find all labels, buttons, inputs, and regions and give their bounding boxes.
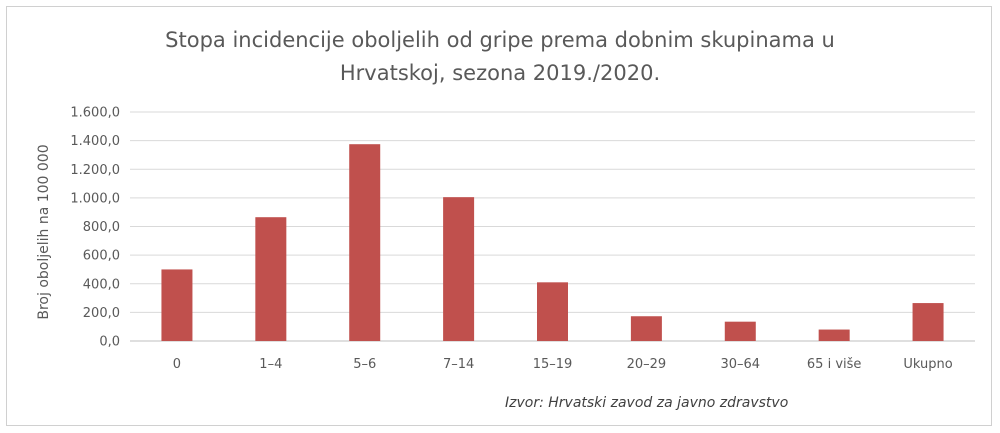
y-tick-label: 800,0 bbox=[83, 220, 120, 235]
bars bbox=[161, 144, 944, 341]
bar bbox=[724, 321, 756, 341]
y-tick-label: 400,0 bbox=[83, 277, 120, 292]
bar bbox=[161, 269, 193, 341]
y-tick-label: 1.200,0 bbox=[70, 163, 120, 178]
chart-title-line-1: Stopa incidencije oboljelih od gripe pre… bbox=[165, 28, 835, 52]
y-tick-label: 1.400,0 bbox=[70, 134, 120, 149]
chart-title-line-2: Hrvatskoj, sezona 2019./2020. bbox=[339, 61, 661, 85]
bar bbox=[912, 303, 944, 341]
chart-frame bbox=[6, 6, 992, 426]
bar bbox=[443, 197, 475, 341]
y-tick-label: 1.600,0 bbox=[70, 106, 120, 121]
x-axis-ticks: 0 1–4 5–6 7–14 15–19 20–29 30–64 65 i više Ukupn… bbox=[173, 357, 953, 372]
x-tick-label: 7–14 bbox=[443, 357, 474, 372]
bar bbox=[818, 329, 850, 341]
x-tick-label: 5–6 bbox=[353, 357, 376, 372]
bar bbox=[349, 144, 381, 341]
chart-title: Stopa incidencije oboljelih od gripe pre… bbox=[0, 24, 1000, 90]
x-tick-label: 20–29 bbox=[627, 357, 667, 372]
y-axis-ticks: 0,0 200,0 400,0 600,0 800,0 1.000,0 1.200,0 1.4… bbox=[70, 106, 120, 350]
bar bbox=[630, 316, 662, 341]
y-tick-label: 200,0 bbox=[83, 306, 120, 321]
x-tick-label: 30–64 bbox=[720, 357, 760, 372]
x-tick-label: 0 bbox=[173, 357, 181, 372]
y-tick-label: 600,0 bbox=[83, 249, 120, 264]
y-tick-label: 0,0 bbox=[99, 335, 120, 350]
y-tick-label: 1.000,0 bbox=[70, 191, 120, 206]
bar bbox=[537, 282, 568, 341]
x-tick-label: Ukupno bbox=[903, 357, 952, 372]
x-tick-label: 1–4 bbox=[259, 357, 282, 372]
x-tick-label: 65 i više bbox=[807, 357, 862, 372]
source-note: Izvor: Hrvatski zavod za javno zdravstvo bbox=[505, 395, 789, 411]
x-tick-label: 15–19 bbox=[533, 357, 573, 372]
bar bbox=[255, 217, 287, 341]
